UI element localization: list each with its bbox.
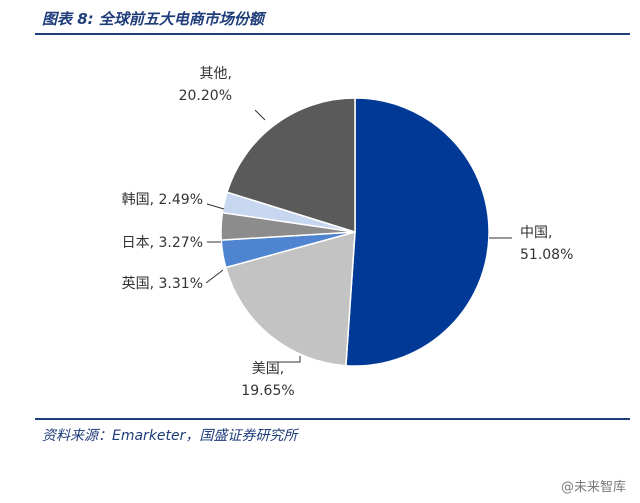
slice-label-4: 韩国, 2.49% [122,192,203,208]
leader-line-1 [275,356,301,363]
watermark: @未来智库 [560,480,626,495]
figure-title: 图表 8: 全球前五大电商市场份额 [42,10,264,28]
leader-line-4 [206,203,225,210]
pie-slice-1 [224,230,356,367]
pie-slice-5 [226,97,356,234]
source-rule [35,418,630,420]
slice-name-label-1: 美国, [252,361,284,377]
slice-value-label-1: 19.65% [241,383,294,399]
slice-name-label-5: 其他, [200,66,232,82]
source-note: 资料来源：Emarketer，国盛证券研究所 [42,428,298,444]
title-rule [35,33,630,35]
slice-value-label-5: 20.20% [179,88,232,104]
slice-value-label-0: 51.08% [520,247,573,263]
slice-label-2: 英国, 3.31% [122,275,203,292]
leader-line-2 [205,269,224,284]
leader-line-5 [254,109,266,121]
slice-label-3: 日本, 3.27% [122,235,203,251]
pie-slice-0 [345,97,490,367]
slice-name-label-0: 中国, [520,225,552,241]
